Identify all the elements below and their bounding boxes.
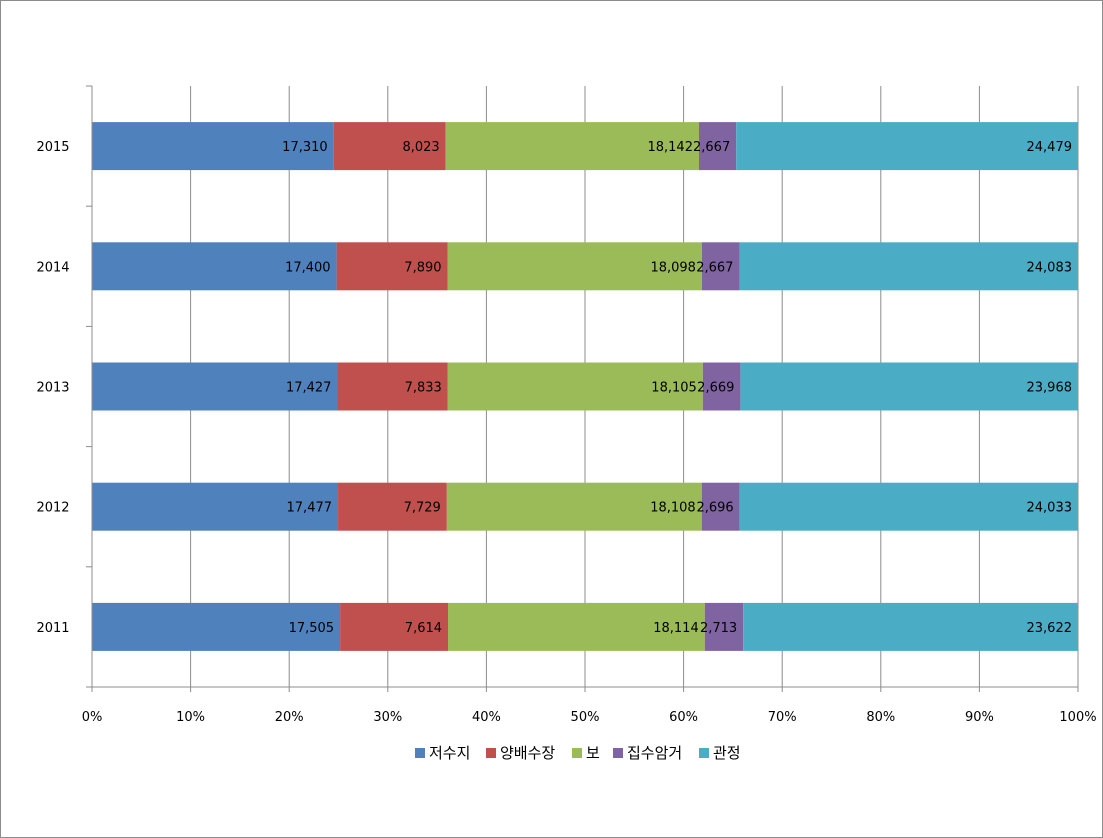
bar-segment (446, 482, 702, 531)
bar-segment (743, 602, 1078, 651)
bar-segment (701, 482, 740, 531)
legend-label: 저수지 (429, 744, 470, 762)
x-tick-label: 20% (275, 710, 304, 725)
bar-segment (336, 242, 448, 291)
x-tick-label: 10% (176, 710, 205, 725)
y-tick-label: 2011 (36, 621, 69, 636)
y-tick-label: 2014 (36, 260, 69, 275)
legend-label: 양배수장 (500, 744, 555, 762)
bar-segment (704, 602, 744, 651)
bar-segment (740, 362, 1078, 411)
labels-group: 0% 10% 20% 30% 40% 50% 60% 70% 80% 90% 100% 2015 17,… (36, 140, 1096, 725)
data-label: 2,667 (693, 140, 730, 155)
data-label: 23,622 (1027, 621, 1073, 636)
data-label: 18,098 (650, 260, 696, 275)
bar-segment (340, 602, 449, 651)
legend-swatch (572, 748, 582, 758)
bar-segment (739, 242, 1078, 291)
data-label: 24,033 (1027, 501, 1073, 516)
data-label: 18,114 (653, 621, 699, 636)
data-label: 18,142 (647, 140, 693, 155)
legend-label: 집수암거 (627, 744, 682, 762)
y-tick-label: 2013 (36, 381, 69, 396)
data-label: 18,105 (651, 381, 697, 396)
data-label: 18,108 (650, 501, 696, 516)
data-label: 17,427 (286, 381, 332, 396)
bar-segment (447, 362, 703, 411)
bar-segment (702, 362, 741, 411)
x-tick-label: 100% (1059, 710, 1096, 725)
x-tick-label: 40% (472, 710, 501, 725)
legend-swatch (613, 748, 623, 758)
legend-swatch (699, 748, 709, 758)
bar-segment (448, 602, 705, 651)
legend: 저수지 양배수장 보 집수암거 관정 (415, 744, 741, 762)
bar-segment (92, 602, 341, 651)
data-label: 24,479 (1027, 140, 1073, 155)
data-label: 2,713 (700, 621, 737, 636)
x-tick-label: 60% (669, 710, 698, 725)
bar-segment (701, 242, 740, 291)
data-label: 7,729 (404, 501, 441, 516)
x-tick-label: 30% (373, 710, 402, 725)
data-label: 7,614 (405, 621, 442, 636)
legend-label: 보 (586, 744, 600, 762)
x-tick-label: 70% (768, 710, 797, 725)
legend-swatch (415, 748, 425, 758)
data-label: 17,477 (287, 501, 333, 516)
data-label: 17,400 (285, 260, 331, 275)
data-label: 7,833 (405, 381, 442, 396)
bar-segment (338, 482, 447, 531)
data-label: 8,023 (402, 140, 439, 155)
data-label: 2,667 (696, 260, 733, 275)
bar-segment (447, 242, 702, 291)
bar-segment (92, 362, 338, 411)
legend-label: 관정 (713, 744, 741, 762)
data-label: 24,083 (1027, 260, 1073, 275)
data-label: 2,696 (696, 501, 733, 516)
bar-segment (333, 122, 446, 171)
data-label: 2,669 (697, 381, 734, 396)
bar-segment (445, 122, 699, 171)
x-tick-label: 0% (82, 710, 103, 725)
x-tick-label: 90% (965, 710, 994, 725)
data-label: 7,890 (404, 260, 441, 275)
bar-segment (736, 122, 1078, 171)
legend-swatch (486, 748, 496, 758)
bar-segment (92, 122, 334, 171)
bar-segment (698, 122, 737, 171)
data-label: 17,310 (282, 140, 328, 155)
data-label: 17,505 (289, 621, 335, 636)
bar-segment (337, 362, 448, 411)
x-tick-label: 50% (571, 710, 600, 725)
data-label: 23,968 (1027, 381, 1073, 396)
bar-segment (92, 242, 337, 291)
bars-group (92, 122, 1078, 651)
x-tick-label: 80% (866, 710, 895, 725)
axes (86, 85, 1079, 692)
y-tick-label: 2012 (36, 501, 69, 516)
bar-segment (739, 482, 1078, 531)
bar-segment (92, 482, 339, 531)
y-tick-label: 2015 (36, 140, 69, 155)
